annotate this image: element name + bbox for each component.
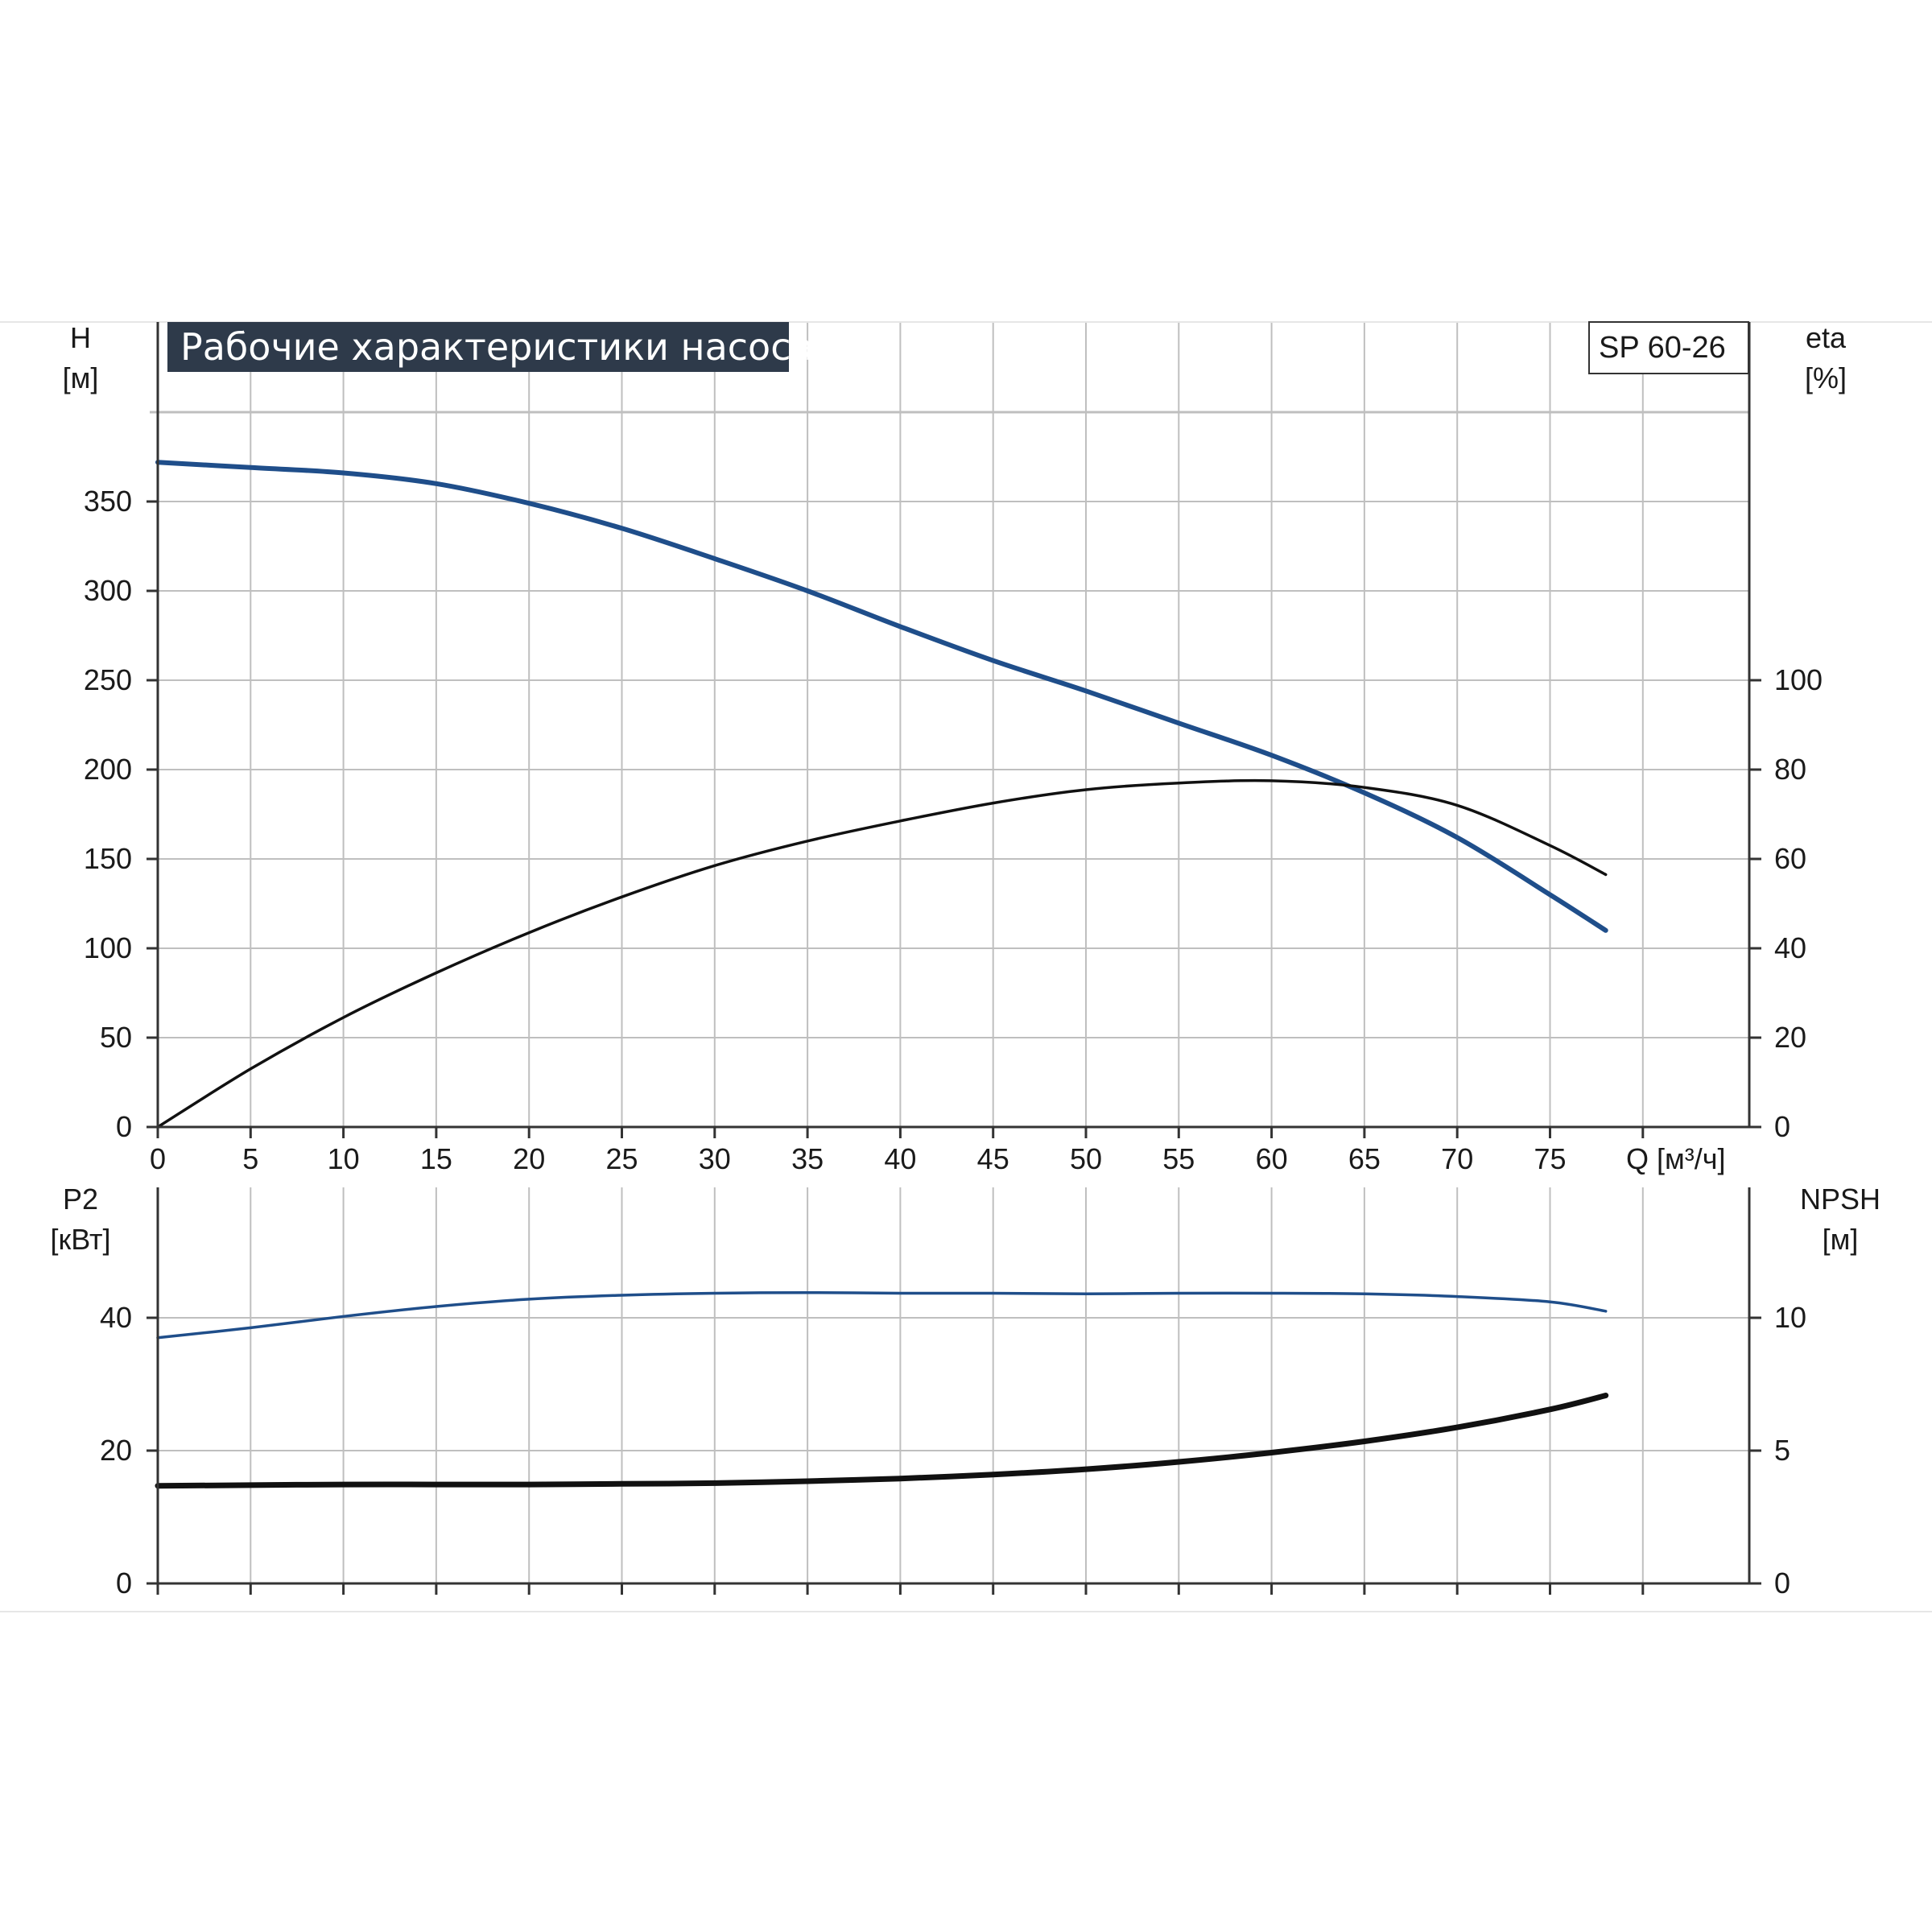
- grid: [0, 321, 1932, 1612]
- y-right-tick-label: 60: [1774, 842, 1806, 875]
- y-right-tick-label: 10: [1774, 1301, 1806, 1334]
- y-left-tick-label: 350: [84, 485, 132, 518]
- model-box: [1588, 321, 1749, 374]
- x-tick-label: 50: [1070, 1142, 1102, 1175]
- y-right-unit: [м]: [1823, 1223, 1859, 1256]
- y-left-title: P2: [63, 1183, 98, 1216]
- series-line-power: [155, 1393, 1609, 1489]
- x-axis-title: Q [м³/ч]: [1626, 1142, 1726, 1175]
- series-line-npsh-or-power-blue: [156, 1290, 1608, 1340]
- x-tick-label: 70: [1441, 1142, 1473, 1175]
- y-right-tick-label: 40: [1774, 931, 1806, 964]
- series-line-efficiency: [156, 778, 1608, 1129]
- y-right-tick-label: 0: [1774, 1110, 1790, 1143]
- x-tick-label: 20: [513, 1142, 545, 1175]
- title-background: [167, 322, 789, 372]
- y-right-tick-label: 5: [1774, 1434, 1790, 1467]
- series: [155, 460, 1609, 1489]
- y-left-unit: [кВт]: [50, 1223, 110, 1256]
- x-tick-label: 0: [150, 1142, 166, 1175]
- x-tick-label: 75: [1534, 1142, 1566, 1175]
- x-tick-label: 65: [1348, 1142, 1381, 1175]
- y-left-tick-label: 40: [100, 1301, 132, 1334]
- x-tick-label: 5: [242, 1142, 258, 1175]
- y-left-tick-label: 50: [100, 1021, 132, 1054]
- y-left-tick-label: 0: [116, 1110, 132, 1143]
- chart-title: Рабочие характеристики насоса: [180, 325, 814, 369]
- y-right-tick-label: 20: [1774, 1021, 1806, 1054]
- y-left-tick-label: 150: [84, 842, 132, 875]
- x-tick-label: 45: [977, 1142, 1009, 1175]
- x-tick-label: 10: [328, 1142, 360, 1175]
- y-right-tick-label: 100: [1774, 663, 1823, 696]
- x-tick-label: 35: [791, 1142, 824, 1175]
- y-left-tick-label: 100: [84, 931, 132, 964]
- y-left-tick-label: 20: [100, 1434, 132, 1467]
- y-left-tick-label: 300: [84, 574, 132, 607]
- x-tick-label: 25: [605, 1142, 638, 1175]
- y-left-tick-label: 200: [84, 753, 132, 786]
- y-right-unit: [%]: [1805, 361, 1847, 394]
- y-left-tick-label: 0: [116, 1567, 132, 1600]
- y-right-title: NPSH: [1800, 1183, 1880, 1216]
- model-label: SP 60-26: [1599, 331, 1726, 365]
- series-line-head: [155, 460, 1608, 933]
- y-left-tick-label: 250: [84, 663, 132, 696]
- x-tick-label: 40: [884, 1142, 916, 1175]
- x-tick-label: 60: [1256, 1142, 1288, 1175]
- axes: [147, 322, 1761, 1595]
- y-right-tick-label: 80: [1774, 753, 1806, 786]
- x-tick-label: 30: [699, 1142, 731, 1175]
- x-tick-label: 55: [1162, 1142, 1195, 1175]
- y-right-tick-label: 0: [1774, 1567, 1790, 1600]
- y-left-title: H: [70, 321, 91, 354]
- x-tick-label: 15: [420, 1142, 452, 1175]
- y-right-title: eta: [1806, 321, 1847, 354]
- y-left-unit: [м]: [63, 361, 99, 394]
- labels: Рабочие характеристики насоса SP 60-26 0…: [50, 321, 1880, 1600]
